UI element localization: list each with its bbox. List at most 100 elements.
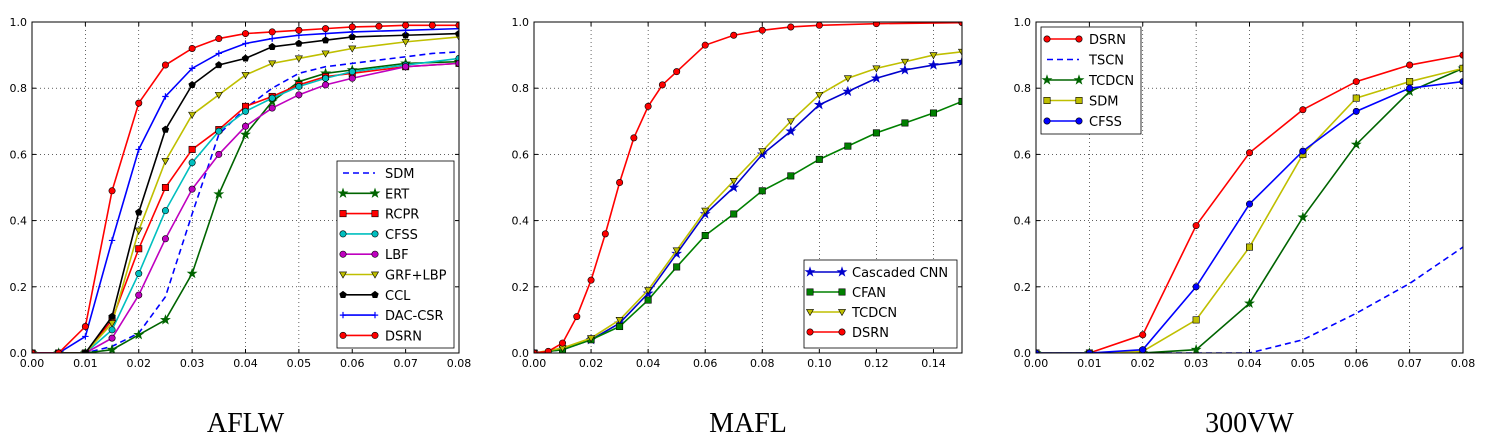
data-point [956,56,962,67]
data-point [402,63,410,71]
data-point [758,187,766,195]
axes-frame [1035,21,1464,354]
data-point [401,31,410,39]
data-point [135,291,143,299]
data-point [901,119,909,127]
data-point [701,231,709,239]
data-point [844,142,852,150]
axes-frame [31,21,460,354]
series-line-cascaded-cnn [534,60,962,353]
data-point [294,55,303,63]
data-point [241,72,250,80]
legend-marker [338,271,348,279]
data-point [242,30,250,38]
legend-label: CFSS [1089,115,1122,130]
y-tick-label: 1.0 [10,16,28,29]
data-point [1352,94,1360,102]
data-point [929,52,938,60]
data-point [161,158,170,166]
y-tick-label: 0.6 [1014,148,1032,161]
data-point [214,91,223,99]
series-line-sdm [32,50,459,353]
data-point [1459,64,1463,72]
y-tick-label: 0.8 [10,82,28,95]
data-point [616,179,624,187]
y-tick-label: 0.6 [512,148,530,161]
legend-marker [837,309,847,317]
data-point [1297,211,1309,222]
data-point [402,22,410,29]
series-group [32,22,459,353]
data-point [161,125,170,133]
data-point [188,159,196,167]
y-tick-label: 0.4 [512,215,530,228]
y-tick-label: 0.8 [1014,82,1032,95]
legend-label: DSRN [1089,33,1126,48]
x-tick-label: 0.04 [1237,357,1262,370]
data-point [242,107,250,115]
data-point [899,64,911,75]
data-point [1459,78,1463,86]
data-point [322,25,330,33]
chart-panel-2: 0.00 0.01 0.02 0.03 0.04 0.05 0.06 0.07 0.08 0.0 0… [1014,16,1476,439]
data-point [1350,138,1362,150]
legend-marker [838,328,846,336]
legend-marker [836,266,848,277]
x-tick-label: 0.08 [750,357,775,370]
data-point [268,28,276,36]
legend-label: DSRN [852,326,889,341]
y-tick-label: 0.2 [10,281,28,294]
data-point [630,134,638,142]
legend-box [803,259,958,349]
y-tick-label: 1.0 [1014,16,1032,29]
x-tick-label: 0.05 [287,357,312,370]
legend-marker [806,288,814,296]
legend-label: CCL [385,289,411,304]
data-point [295,91,303,99]
data-point [321,36,330,44]
x-tick-label: 0.03 [180,357,205,370]
x-tick-label: 0.12 [864,357,889,370]
y-tick-label: 0.8 [512,82,530,95]
data-point [135,208,143,216]
data-point [268,94,276,102]
data-point [161,184,169,192]
data-point [785,125,797,136]
legend-label: CFSS [385,228,418,243]
data-point [701,207,710,215]
legend-label: TCDCN [1088,74,1134,89]
legend-marker [370,271,380,279]
data-point [587,276,595,284]
legend-marker [1075,97,1083,105]
legend-marker [1043,117,1051,125]
data-point [161,207,169,215]
legend-label: ERT [385,187,409,202]
data-point [455,29,459,37]
data-point [842,85,854,97]
legend-label: CFAN [852,286,886,301]
data-point [348,68,356,76]
legend-marker [1043,97,1051,105]
series-group [1036,51,1463,353]
data-point [786,118,795,126]
data-point [160,314,171,325]
data-point [1406,84,1414,92]
x-tick-label: 0.00 [522,357,547,370]
data-point [644,102,652,110]
legend-label: SDM [385,167,414,182]
legend-marker [371,331,379,339]
data-point [900,58,909,66]
chart-caption: 300VW [1205,408,1294,439]
x-tick-label: 0.06 [693,357,718,370]
data-point [1299,147,1307,155]
data-point [1246,243,1254,251]
chart-caption: AFLW [207,408,285,439]
legend-marker [1073,74,1085,85]
data-point [730,210,738,218]
data-point [559,339,567,347]
data-point [1192,222,1200,230]
data-point [240,128,251,140]
data-point [348,74,356,82]
x-tick-label: 0.08 [447,357,472,370]
